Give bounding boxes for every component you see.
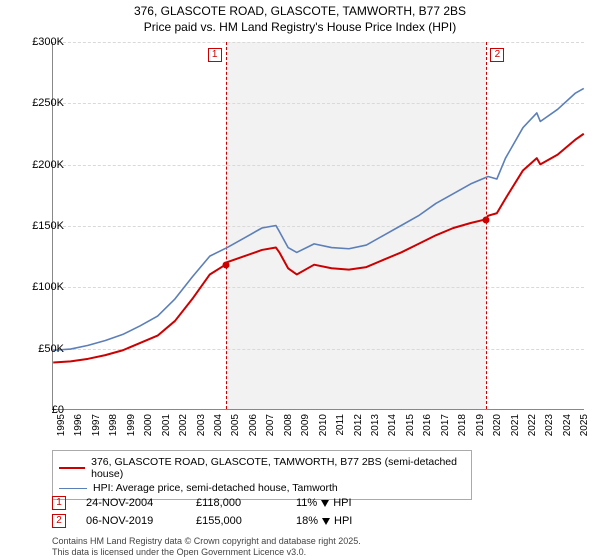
sale-delta-rel: HPI	[334, 515, 352, 527]
x-axis-label: 1997	[91, 414, 102, 436]
legend-item: HPI: Average price, semi-detached house,…	[59, 481, 465, 495]
y-axis-label: £200K	[32, 159, 64, 171]
y-axis-label: £300K	[32, 36, 64, 48]
sale-price: £118,000	[196, 497, 276, 509]
footer-line2: This data is licensed under the Open Gov…	[52, 547, 361, 558]
x-axis-label: 2016	[422, 414, 433, 436]
x-axis-label: 2001	[161, 414, 172, 436]
title-subtitle: Price paid vs. HM Land Registry's House …	[0, 20, 600, 36]
x-axis-label: 2015	[405, 414, 416, 436]
x-axis-label: 1995	[56, 414, 67, 436]
sale-row: 1 24-NOV-2004 £118,000 11% HPI	[52, 494, 352, 512]
x-axis-label: 2014	[387, 414, 398, 436]
x-axis-label: 2018	[457, 414, 468, 436]
x-axis-label: 2017	[440, 414, 451, 436]
x-axis-label: 2011	[335, 414, 346, 436]
chart-lines	[53, 42, 584, 409]
footer-line1: Contains HM Land Registry data © Crown c…	[52, 536, 361, 547]
x-axis-label: 2020	[492, 414, 503, 436]
y-axis-label: £250K	[32, 97, 64, 109]
y-axis-label: £150K	[32, 220, 64, 232]
arrow-down-icon	[321, 500, 329, 507]
sale-price: £155,000	[196, 515, 276, 527]
footer-attribution: Contains HM Land Registry data © Crown c…	[52, 536, 361, 558]
legend-label: HPI: Average price, semi-detached house,…	[93, 482, 338, 494]
sale-delta-rel: HPI	[333, 497, 351, 509]
x-axis-label: 2007	[265, 414, 276, 436]
x-axis-label: 1996	[73, 414, 84, 436]
x-axis-label: 2008	[283, 414, 294, 436]
x-axis-label: 2022	[527, 414, 538, 436]
sale-date: 24-NOV-2004	[86, 497, 176, 509]
chart-plot-area: 12	[52, 42, 584, 410]
x-axis-label: 2024	[562, 414, 573, 436]
title-address: 376, GLASCOTE ROAD, GLASCOTE, TAMWORTH, …	[0, 4, 600, 20]
x-axis-label: 2019	[475, 414, 486, 436]
sale-delta-pct: 18%	[296, 515, 318, 527]
x-axis-label: 2012	[353, 414, 364, 436]
chart-title: 376, GLASCOTE ROAD, GLASCOTE, TAMWORTH, …	[0, 0, 600, 35]
series-line-hpi	[53, 88, 584, 350]
legend-label: 376, GLASCOTE ROAD, GLASCOTE, TAMWORTH, …	[91, 456, 465, 480]
sale-delta: 18% HPI	[296, 515, 352, 527]
x-axis-label: 1998	[108, 414, 119, 436]
legend: 376, GLASCOTE ROAD, GLASCOTE, TAMWORTH, …	[52, 450, 472, 500]
x-axis-label: 2009	[300, 414, 311, 436]
x-axis-label: 2000	[143, 414, 154, 436]
series-line-property	[53, 134, 584, 363]
x-axis-label: 2010	[318, 414, 329, 436]
x-axis-label: 2025	[579, 414, 590, 436]
y-axis-label: £50K	[38, 343, 64, 355]
x-axis-label: 2005	[230, 414, 241, 436]
sale-row-badge: 1	[52, 496, 66, 510]
sale-delta: 11% HPI	[296, 497, 352, 509]
legend-swatch	[59, 488, 87, 489]
x-axis-label: 2006	[248, 414, 259, 436]
sale-delta-pct: 11%	[296, 497, 317, 509]
x-axis-label: 2004	[213, 414, 224, 436]
x-axis-label: 2023	[544, 414, 555, 436]
sales-table: 1 24-NOV-2004 £118,000 11% HPI 2 06-NOV-2019 £1…	[52, 494, 352, 530]
legend-item: 376, GLASCOTE ROAD, GLASCOTE, TAMWORTH, …	[59, 455, 465, 481]
arrow-down-icon	[322, 518, 330, 525]
x-axis-label: 2002	[178, 414, 189, 436]
legend-swatch	[59, 467, 85, 469]
x-axis-label: 2003	[196, 414, 207, 436]
sale-row-badge: 2	[52, 514, 66, 528]
sale-date: 06-NOV-2019	[86, 515, 176, 527]
x-axis-label: 2021	[510, 414, 521, 436]
x-axis-label: 2013	[370, 414, 381, 436]
y-axis-label: £100K	[32, 281, 64, 293]
x-axis-label: 1999	[126, 414, 137, 436]
sale-row: 2 06-NOV-2019 £155,000 18% HPI	[52, 512, 352, 530]
